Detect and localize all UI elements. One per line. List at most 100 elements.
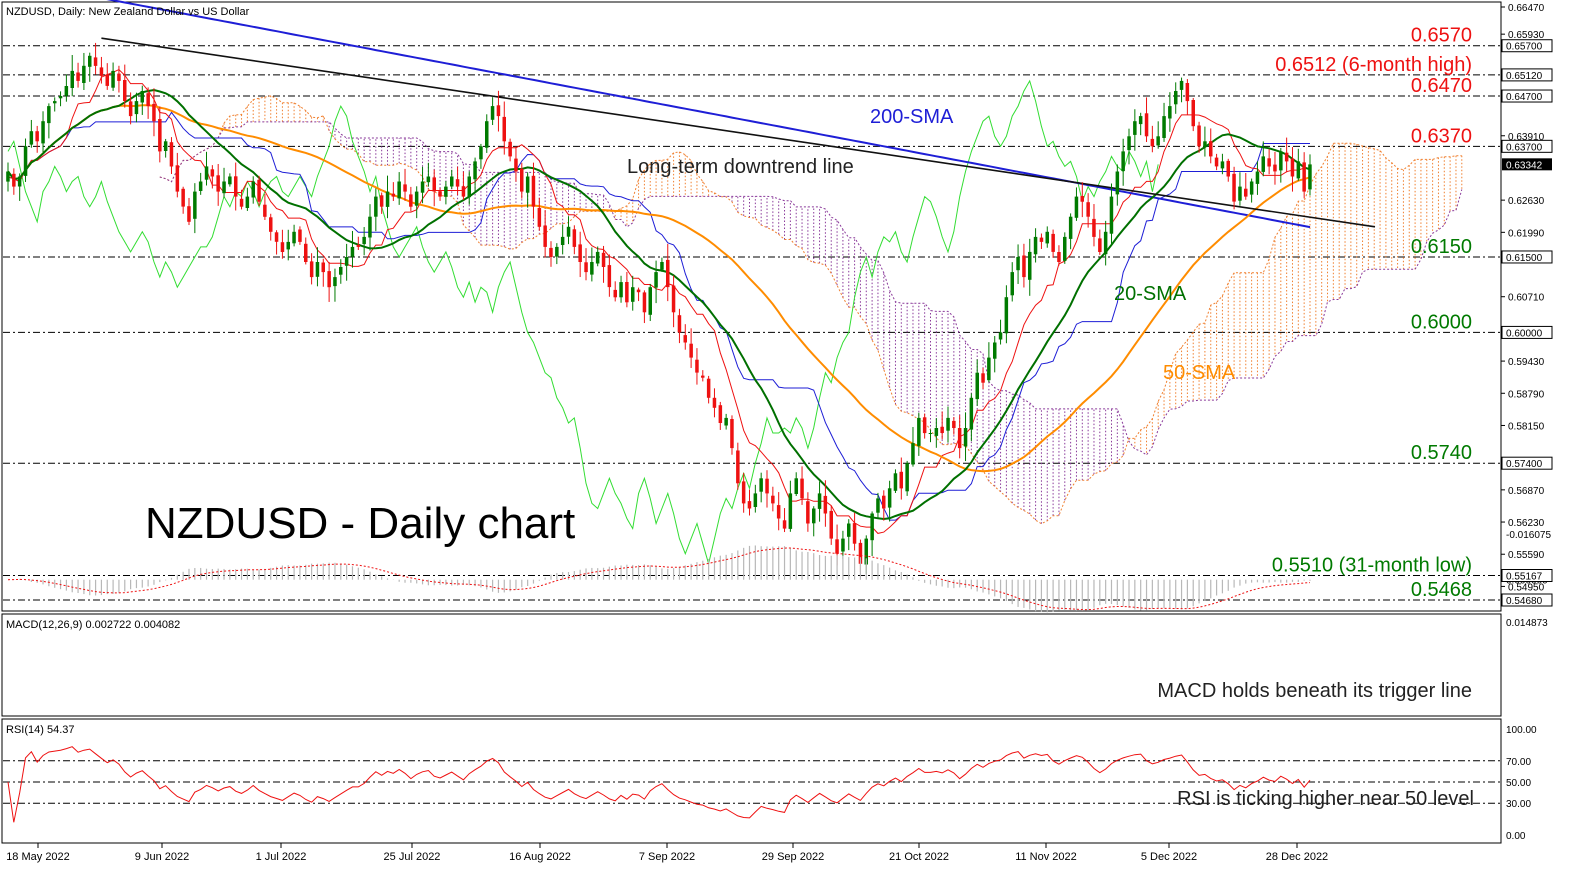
rsi-note: RSI is ticking higher near 50 level — [1177, 788, 1474, 810]
chart-title: NZDUSD - Daily chart — [145, 499, 575, 548]
sma20-label: 20-SMA — [1114, 283, 1187, 305]
macd-panel — [1, 613, 1502, 717]
candle-body — [835, 539, 839, 554]
candle-body — [560, 236, 565, 245]
candle-body — [794, 478, 798, 494]
price-tick-label: 0.58150 — [1508, 421, 1545, 432]
rsi-tick-label: 70.00 — [1506, 757, 1531, 768]
candle-body — [490, 106, 495, 120]
candle-body — [467, 176, 471, 198]
price-tick-label: 0.55590 — [1508, 550, 1545, 561]
level-price-tag-label: 0.65700 — [1506, 42, 1543, 53]
level-price-tag — [1501, 89, 1553, 103]
date-tick-label: 7 Sep 2022 — [639, 851, 695, 863]
candle-body — [817, 493, 822, 509]
candle-body — [105, 74, 109, 86]
candle-body — [595, 251, 600, 264]
candle-body — [6, 171, 10, 182]
candle-body — [712, 397, 717, 408]
chikou-span-line — [7, 79, 1159, 566]
candle-body — [1267, 158, 1271, 167]
sma50-line — [7, 104, 1311, 473]
candle-body — [117, 73, 121, 81]
candle-body — [339, 267, 343, 275]
level-price-tag-label: 0.61500 — [1506, 253, 1543, 264]
candle-body — [993, 342, 997, 359]
rsi-tick-label: 0.00 — [1506, 831, 1526, 842]
candle-body — [1115, 171, 1120, 195]
candle-body — [957, 428, 962, 449]
candle-body — [829, 510, 833, 539]
candle-body — [531, 175, 536, 207]
sma200-label: 200-SMA — [870, 106, 954, 128]
price-tick-label: 0.58790 — [1508, 389, 1545, 400]
candle-body — [146, 93, 150, 107]
candle-body — [432, 177, 436, 192]
candle-body — [549, 247, 553, 257]
candle-body — [391, 193, 396, 197]
kijun-sen-line — [7, 111, 1310, 521]
candle-body — [362, 236, 366, 245]
candle-body — [776, 505, 781, 519]
candle-body — [123, 80, 127, 101]
rsi-panel — [1, 718, 1502, 844]
level-label: 0.5510 (31-month low) — [1272, 555, 1472, 577]
candle-body — [315, 262, 320, 277]
candle-body — [1133, 121, 1137, 135]
candle-body — [858, 542, 863, 564]
candle-body — [671, 285, 676, 313]
candle-body — [864, 538, 868, 565]
candle-body — [812, 508, 816, 524]
candle-body — [1103, 231, 1108, 255]
candle-body — [1144, 113, 1149, 137]
candle-body — [309, 261, 314, 278]
date-tick-label: 11 Nov 2022 — [1015, 851, 1077, 863]
level-label: 0.5468 — [1411, 579, 1472, 601]
price-panel — [1, 1, 1502, 612]
date-tick-label: 18 May 2022 — [6, 851, 70, 863]
candle-body — [893, 473, 898, 491]
price-tick-label: 0.62630 — [1508, 196, 1545, 207]
candle-body — [870, 513, 874, 541]
candle-body — [1191, 100, 1195, 127]
price-tick-label: 0.59430 — [1508, 357, 1545, 368]
candle-body — [181, 188, 185, 207]
candle-body — [1174, 91, 1178, 105]
level-price-tag-label: 0.57400 — [1506, 459, 1543, 470]
candle-body — [1284, 152, 1289, 162]
senkou-span-a — [159, 95, 1462, 525]
candle-body — [1039, 237, 1044, 242]
rsi-tick-label: 50.00 — [1506, 778, 1531, 789]
candle-body — [333, 277, 337, 287]
candle-body — [806, 501, 810, 524]
candle-body — [321, 262, 325, 273]
candle-body — [111, 70, 115, 88]
sma200-line — [106, 0, 1311, 229]
candle-body — [642, 292, 647, 313]
candle-body — [1010, 272, 1014, 296]
candle-body — [17, 176, 22, 187]
candle-body — [251, 181, 255, 198]
candle-body — [257, 179, 261, 202]
candle-body — [718, 405, 723, 423]
candle-body — [1080, 196, 1084, 202]
candle-body — [198, 181, 203, 191]
candle-body — [934, 428, 939, 436]
candle-body — [940, 426, 944, 433]
candle-body — [479, 146, 483, 160]
candle-body — [660, 262, 664, 270]
candle-body — [158, 119, 162, 152]
candle-body — [823, 495, 828, 514]
candle-body — [1290, 158, 1295, 177]
candle-body — [765, 478, 769, 494]
date-tick-label: 25 Jul 2022 — [384, 851, 441, 863]
candle-body — [683, 335, 687, 343]
candle-body — [706, 378, 711, 398]
candle-body — [987, 357, 991, 381]
candle-body — [1051, 233, 1055, 252]
candle-body — [368, 216, 372, 238]
candle-body — [269, 217, 273, 232]
candle-body — [344, 257, 349, 266]
candle-body — [228, 176, 232, 185]
candle-body — [928, 433, 933, 434]
